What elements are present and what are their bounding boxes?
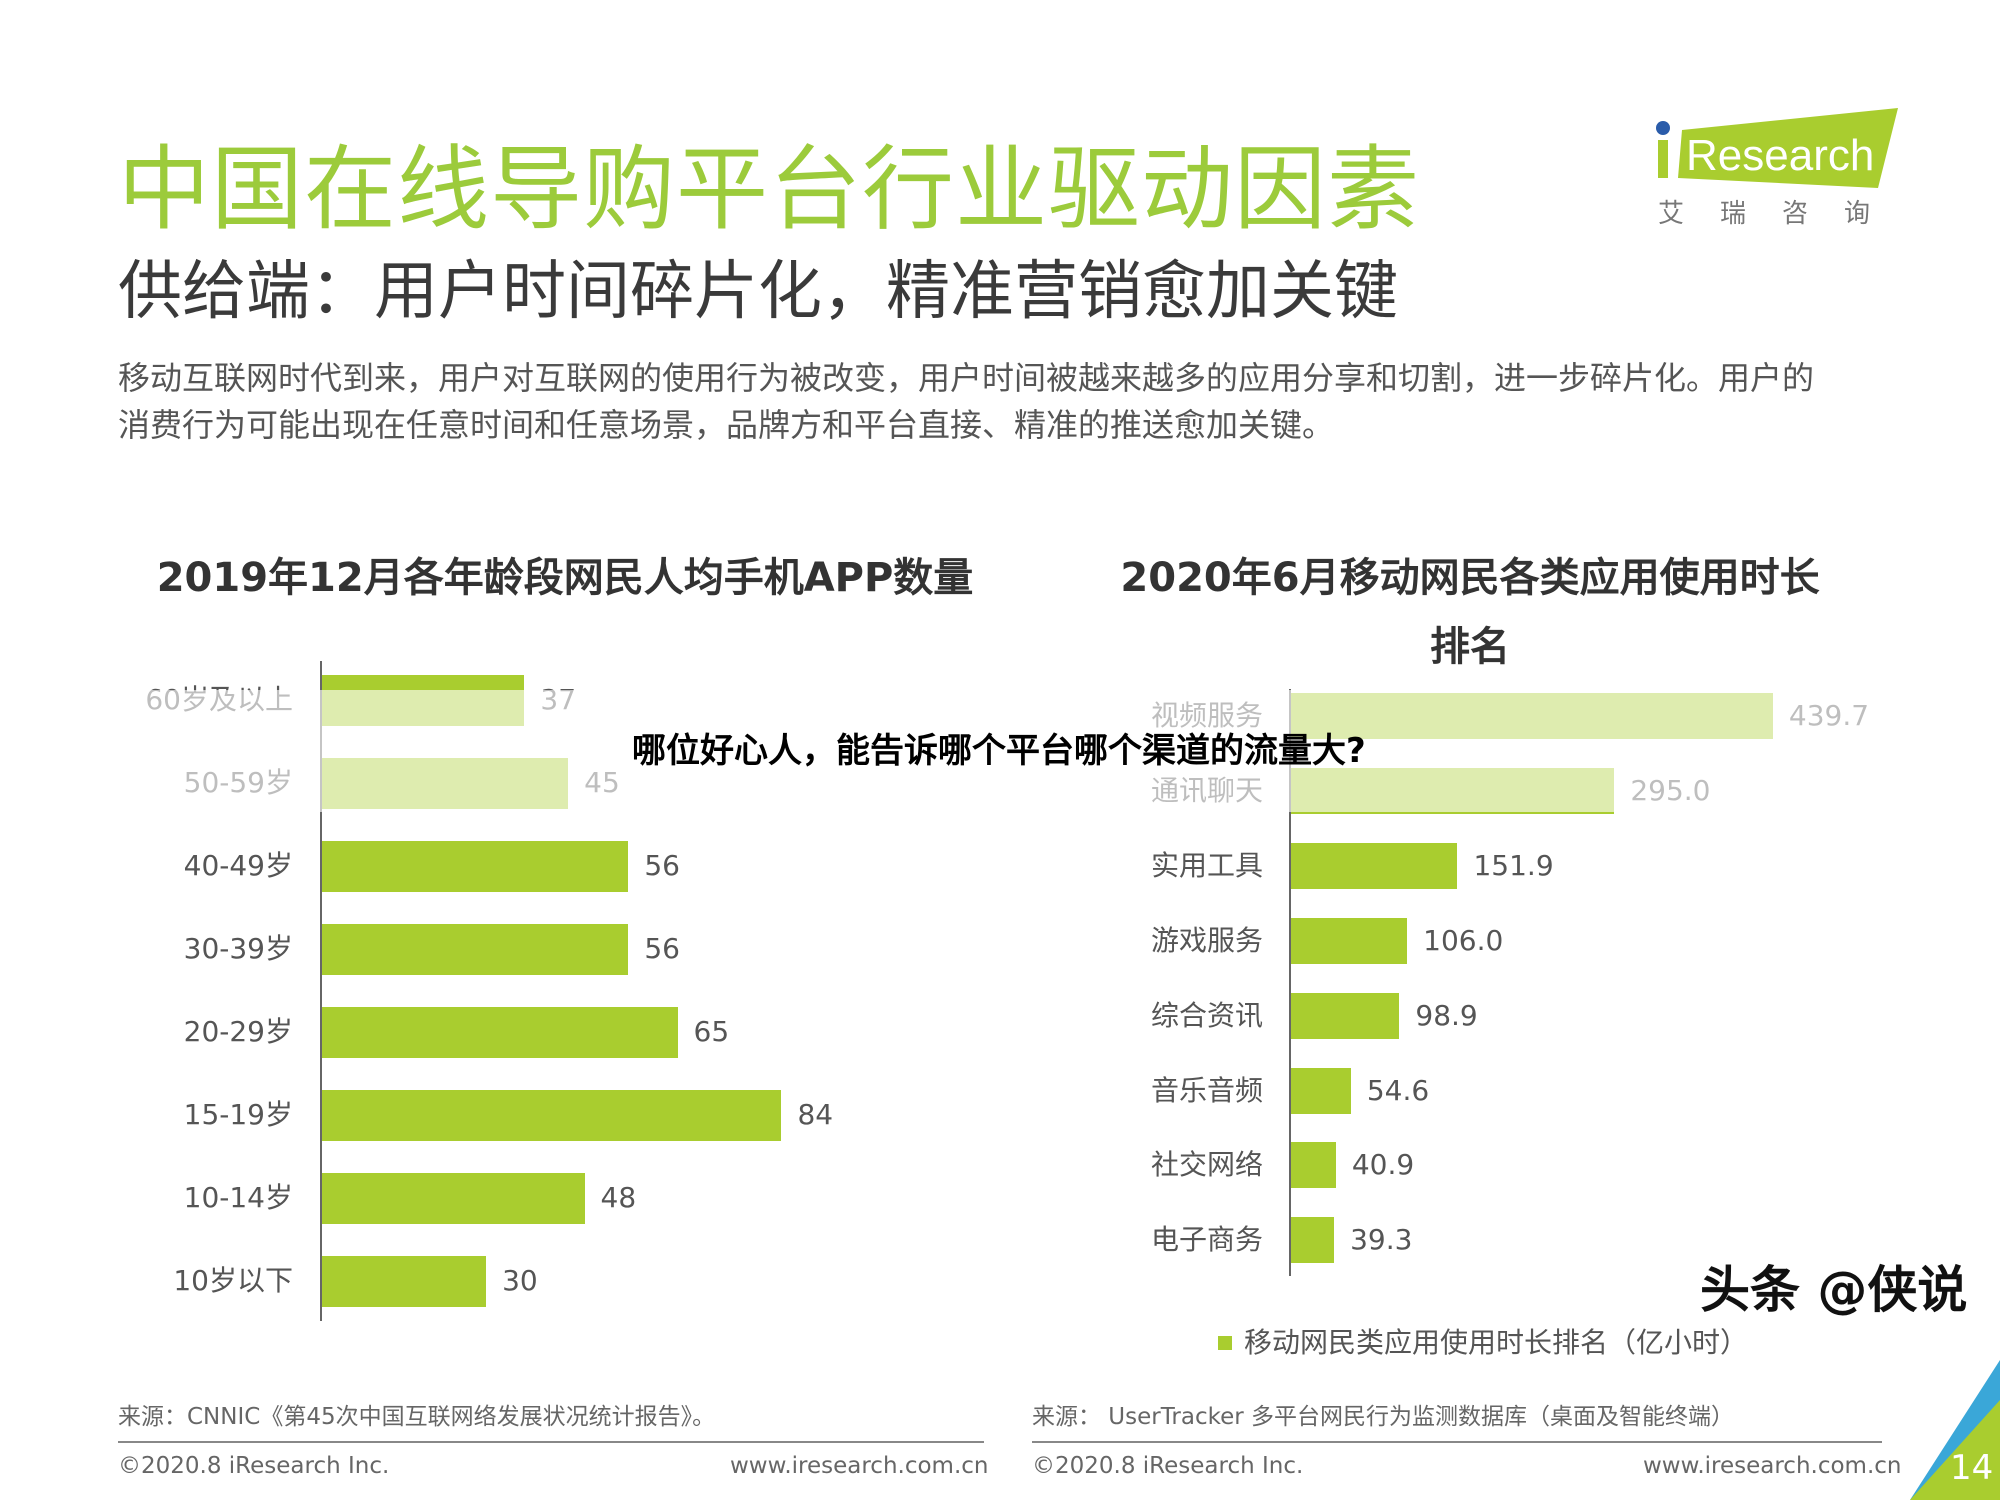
right-chart-title-line-1: 2020年6月移动网民各类应用使用时长 (1120, 555, 1820, 601)
left-footer-rule (118, 1441, 984, 1443)
value-label: 30 (502, 1264, 538, 1297)
value-label: 56 (644, 932, 680, 965)
category-label: 40-49岁 (183, 849, 293, 882)
right-chart-axis (1289, 689, 1291, 1276)
category-label: 20-29岁 (183, 1015, 293, 1048)
category-label: 综合资讯 (1150, 998, 1263, 1032)
category-label: 电子商务 (1150, 1223, 1263, 1257)
right-chart-title-line-2: 排名 (1430, 624, 1510, 670)
copyright-left: ©2020.8 iResearch Inc. (118, 1453, 390, 1479)
category-label: 15-19岁 (183, 1098, 293, 1131)
bar (1291, 992, 1400, 1039)
value-label: 151.9 (1473, 848, 1554, 882)
right-source: 来源： UserTracker 多平台网民行为监测数据库（桌面及智能终端） (1032, 1404, 1735, 1430)
paragraph-line-1: 移动互联网时代到来，用户对互联网的使用行为被改变，用户时间被越来越多的应用分享和… (118, 359, 1815, 397)
value-label: 48 (600, 1181, 637, 1214)
bar (1291, 842, 1458, 889)
svg-text:艾瑞咨询: 艾瑞咨询 (1658, 199, 1906, 229)
bar (322, 1256, 487, 1307)
svg-text:Research: Research (1686, 131, 1874, 180)
url-right[interactable]: www.iresearch.com.cn (1643, 1453, 1902, 1479)
category-label: 社交网络 (1150, 1148, 1263, 1182)
left-chart-axis (320, 661, 322, 1321)
value-label: 106.0 (1423, 923, 1504, 957)
bar (1291, 1142, 1336, 1189)
value-label: 40.9 (1351, 1148, 1415, 1182)
bar (322, 841, 629, 892)
caption-fade-band (0, 690, 2000, 812)
category-label: 音乐音频 (1150, 1073, 1263, 1107)
value-label: 98.9 (1415, 998, 1478, 1032)
value-label: 56 (644, 849, 680, 882)
category-label: 实用工具 (1150, 848, 1263, 882)
bar (1291, 917, 1408, 964)
bar (322, 1173, 585, 1224)
bar (1291, 1217, 1335, 1264)
paragraph-line-2: 消费行为可能出现在任意时间和任意场景，品牌方和平台直接、精准的推送愈加关键。 (118, 406, 1335, 444)
page-subtitle: 供给端：用户时间碎片化，精准营销愈加关键 (118, 255, 1398, 329)
right-footer-rule (1032, 1441, 1882, 1443)
iresearch-logo: Research 艾瑞咨询 (1656, 108, 1906, 229)
corner-decoration (1910, 1360, 2000, 1500)
bar (322, 1007, 678, 1058)
bar (1291, 1067, 1351, 1114)
category-label: 30-39岁 (183, 932, 293, 965)
category-label: 10-14岁 (183, 1181, 293, 1214)
bar (322, 1090, 782, 1141)
value-label: 39.3 (1350, 1223, 1413, 1257)
legend-swatch (1218, 1336, 1232, 1350)
legend-label: 移动网民类应用使用时长排名（亿小时） (1244, 1326, 1749, 1359)
left-chart-title: 2019年12月各年龄段网民人均手机APP数量 (156, 555, 974, 601)
bar (322, 924, 629, 975)
page-title: 中国在线导购平台行业驱动因素 (118, 136, 1421, 243)
left-source: 来源：CNNIC《第45次中国互联网络发展状况统计报告》。 (118, 1404, 716, 1430)
watermark: 头条 @侠说 (1700, 1261, 1968, 1319)
overlay-caption: 哪位好心人，能告诉哪个平台哪个渠道的流量大? (632, 731, 1366, 771)
value-label: 84 (797, 1098, 834, 1131)
value-label: 54.6 (1366, 1073, 1430, 1107)
url-left[interactable]: www.iresearch.com.cn (730, 1453, 989, 1479)
category-label: 10岁以下 (173, 1264, 293, 1297)
value-label: 65 (693, 1015, 730, 1048)
page-number: 14 (1950, 1448, 1994, 1488)
copyright-right: ©2020.8 iResearch Inc. (1032, 1453, 1304, 1479)
category-label: 游戏服务 (1150, 923, 1263, 957)
